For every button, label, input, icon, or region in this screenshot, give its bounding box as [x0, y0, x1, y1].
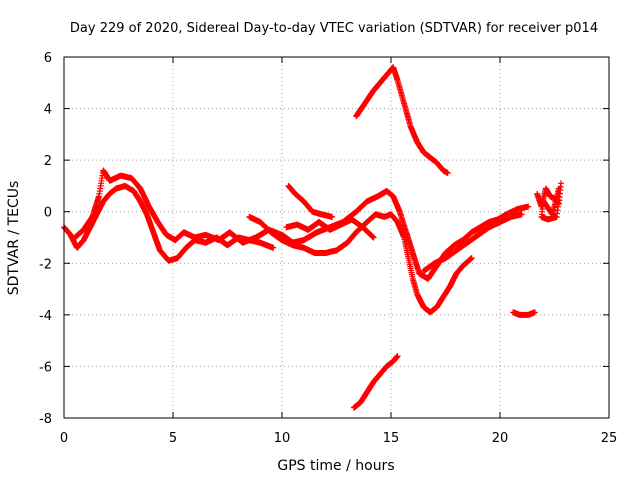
- series-markers: [350, 353, 401, 411]
- chart-title: Day 229 of 2020, Sidereal Day-to-day VTE…: [70, 21, 598, 36]
- series-arc-g: [353, 64, 451, 176]
- y-tick-label: -2: [39, 257, 52, 272]
- y-tick-label: 6: [44, 51, 52, 66]
- x-tick-label: 15: [383, 431, 400, 446]
- series-markers: [510, 309, 538, 318]
- series-arc-e: [283, 216, 377, 241]
- x-tick-label: 0: [60, 431, 68, 446]
- series-arc-c: [246, 211, 475, 316]
- series-markers: [285, 182, 336, 220]
- series-markers: [246, 211, 475, 316]
- series-arc-i: [510, 309, 538, 318]
- series-arc-d: [285, 182, 336, 220]
- y-tick-label: -8: [39, 412, 52, 427]
- x-tick-label: 10: [274, 431, 291, 446]
- series-markers: [353, 64, 451, 176]
- series-markers: [283, 216, 377, 241]
- series-arc-j: [534, 180, 564, 223]
- x-tick-label: 25: [601, 431, 618, 446]
- y-tick-label: 4: [44, 103, 52, 118]
- x-axis-label: GPS time / hours: [277, 458, 394, 474]
- y-tick-label: 2: [44, 154, 52, 169]
- y-tick-label: 0: [44, 206, 52, 221]
- series-arc-f: [420, 211, 525, 274]
- grid-lines: [64, 57, 609, 418]
- series-markers: [420, 211, 525, 274]
- y-tick-label: -6: [39, 360, 52, 375]
- y-tick-label: -4: [39, 309, 52, 324]
- series-arc-h: [350, 353, 401, 411]
- y-axis-label: SDTVAR / TECUs: [6, 181, 22, 296]
- plot-frame: [63, 56, 610, 419]
- x-tick-label: 20: [492, 431, 509, 446]
- x-tick-label: 5: [169, 431, 177, 446]
- series-markers: [534, 180, 564, 223]
